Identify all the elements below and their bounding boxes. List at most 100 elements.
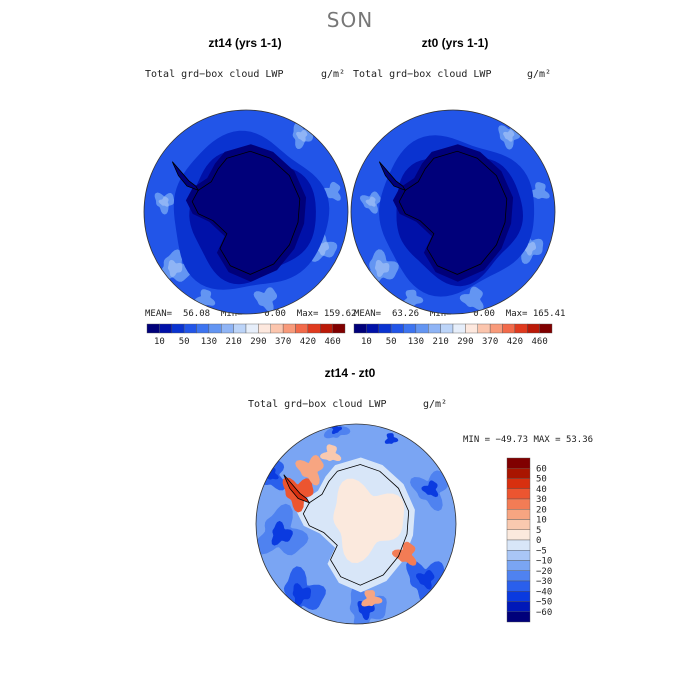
colorbar-cell [506, 560, 531, 571]
antarctica-fill [185, 144, 307, 282]
colorbar-cell [171, 323, 185, 334]
colorbar-2: 10 50 130 210 290 370 420 460 [353, 323, 553, 347]
colorbar-tick-label: 290 [250, 337, 266, 347]
panel1-min-label: Min= [220, 309, 243, 319]
negative-anomaly-core [384, 433, 399, 444]
colorbar-cell [146, 323, 160, 334]
panel1-units: g/m² [321, 69, 346, 80]
colorbar-tick-label: 0 [536, 536, 541, 546]
colorbar-cell [477, 323, 491, 334]
colorbar-cell [282, 323, 296, 334]
colorbar-tick-label: 420 [507, 337, 523, 347]
positive-anomaly [392, 541, 417, 566]
colorbar-cell [221, 323, 234, 334]
colorbar-tick-label: 370 [482, 337, 498, 347]
panel2-min-label: Min= [429, 309, 452, 319]
colorbar-tick-label: 10 [154, 337, 165, 347]
colorbar-cell [539, 323, 553, 334]
panel1-title: zt14 (yrs 1-1) [208, 36, 282, 50]
antarctica-fill [392, 144, 514, 282]
colorbar-tick-label: −10 [536, 557, 552, 567]
panel2-min: 0.00 [473, 309, 495, 319]
colorbar-cell [452, 323, 466, 334]
colorbar-cell [465, 323, 478, 334]
colorbar-cell [390, 323, 404, 334]
colorbar-tick-label: 30 [536, 495, 547, 505]
colorbar-cell [506, 591, 531, 602]
colorbar-tick-label: −50 [536, 598, 552, 608]
panel2-title: zt0 (yrs 1-1) [421, 36, 489, 50]
colorbar-tick-label: 40 [536, 485, 547, 495]
panel1-mean-label: MEAN= [145, 309, 173, 319]
positive-anomaly [320, 444, 342, 461]
panel2-units: g/m² [527, 69, 552, 80]
panel3-subtitle: Total grd−box cloud LWP [248, 399, 387, 410]
positive-anomaly [295, 455, 324, 486]
interior-positive [333, 478, 405, 563]
panel2-max-label: Max= [505, 309, 528, 319]
negative-anomaly-core [271, 520, 293, 546]
panel1-mean: 56.08 [182, 309, 211, 319]
colorbar-cell [440, 323, 454, 334]
colorbar-tick-label: 460 [324, 337, 340, 347]
colorbar-tick-label: 50 [536, 475, 547, 485]
panel2-max: 165.41 [532, 309, 566, 319]
colorbar-cell [506, 509, 531, 520]
map-border [255, 423, 457, 625]
colorbar-cell [183, 323, 197, 334]
negative-anomaly-core [292, 583, 311, 606]
colorbar-tick-label: 50 [179, 337, 190, 347]
colorbar-tick-label: −30 [536, 577, 552, 587]
colorbar-tick-label: 460 [531, 337, 547, 347]
light-patch-core [365, 196, 376, 207]
colorbar-tick-label: −20 [536, 567, 552, 577]
colorbar-cell [506, 570, 531, 582]
map-border [143, 109, 349, 315]
peninsula-coastline [378, 161, 407, 192]
colorbar-cell [506, 529, 531, 541]
colorbar-cell [320, 323, 333, 334]
colorbar-cell [208, 323, 222, 334]
colorbar-cell [506, 550, 531, 561]
panel3-title: zt14 - zt0 [324, 366, 376, 380]
colorbar-tick-label: 20 [536, 505, 547, 515]
colorbar-cell [415, 323, 429, 334]
light-patch-core [503, 129, 515, 142]
map-panel-1 [143, 109, 349, 315]
colorbar-tick-label: 210 [432, 337, 448, 347]
colorbar-tick-label: 420 [300, 337, 316, 347]
light-patch [402, 289, 424, 307]
light-patch [529, 182, 550, 199]
light-patch-core [374, 259, 390, 277]
colorbar-cell [270, 323, 284, 334]
colorbar-cell [506, 478, 531, 489]
colorbar-tick-label: 10 [361, 337, 372, 347]
colorbar-cell [506, 580, 531, 592]
light-patch [321, 181, 341, 201]
colorbar-tick-label: −60 [536, 608, 552, 618]
colorbar-cell [295, 323, 309, 334]
panel1-min: 0.00 [264, 309, 286, 319]
colorbar-cell [506, 468, 531, 479]
colorbar-1: 10 50 130 210 290 370 420 460 [146, 323, 346, 347]
colorbar-cell [258, 323, 271, 334]
colorbar-tick-label: 130 [201, 337, 217, 347]
colorbar-cell [378, 323, 392, 334]
panel1-stats: MEAN= 56.08 Min= 0.00 Max= 159.62 [145, 309, 356, 319]
light-patch-core [158, 196, 169, 207]
colorbar-cell [506, 611, 531, 623]
peninsula-coastline [283, 474, 311, 504]
colorbar-tick-label: 10 [536, 516, 547, 526]
colorbar-tick-label: 130 [408, 337, 424, 347]
panel1-subtitle: Total grd−box cloud LWP [145, 69, 284, 80]
panel2-stats: MEAN= 63.26 Min= 0.00 Max= 165.41 [354, 309, 565, 319]
light-patch [459, 286, 484, 310]
panel2-mean-label: MEAN= [354, 309, 382, 319]
colorbar-cell [489, 323, 503, 334]
colorbar-tick-label: 290 [457, 337, 473, 347]
colorbar-tick-label: −5 [536, 546, 547, 556]
colorbar-cell [514, 323, 528, 334]
colorbar-cell [233, 323, 247, 334]
